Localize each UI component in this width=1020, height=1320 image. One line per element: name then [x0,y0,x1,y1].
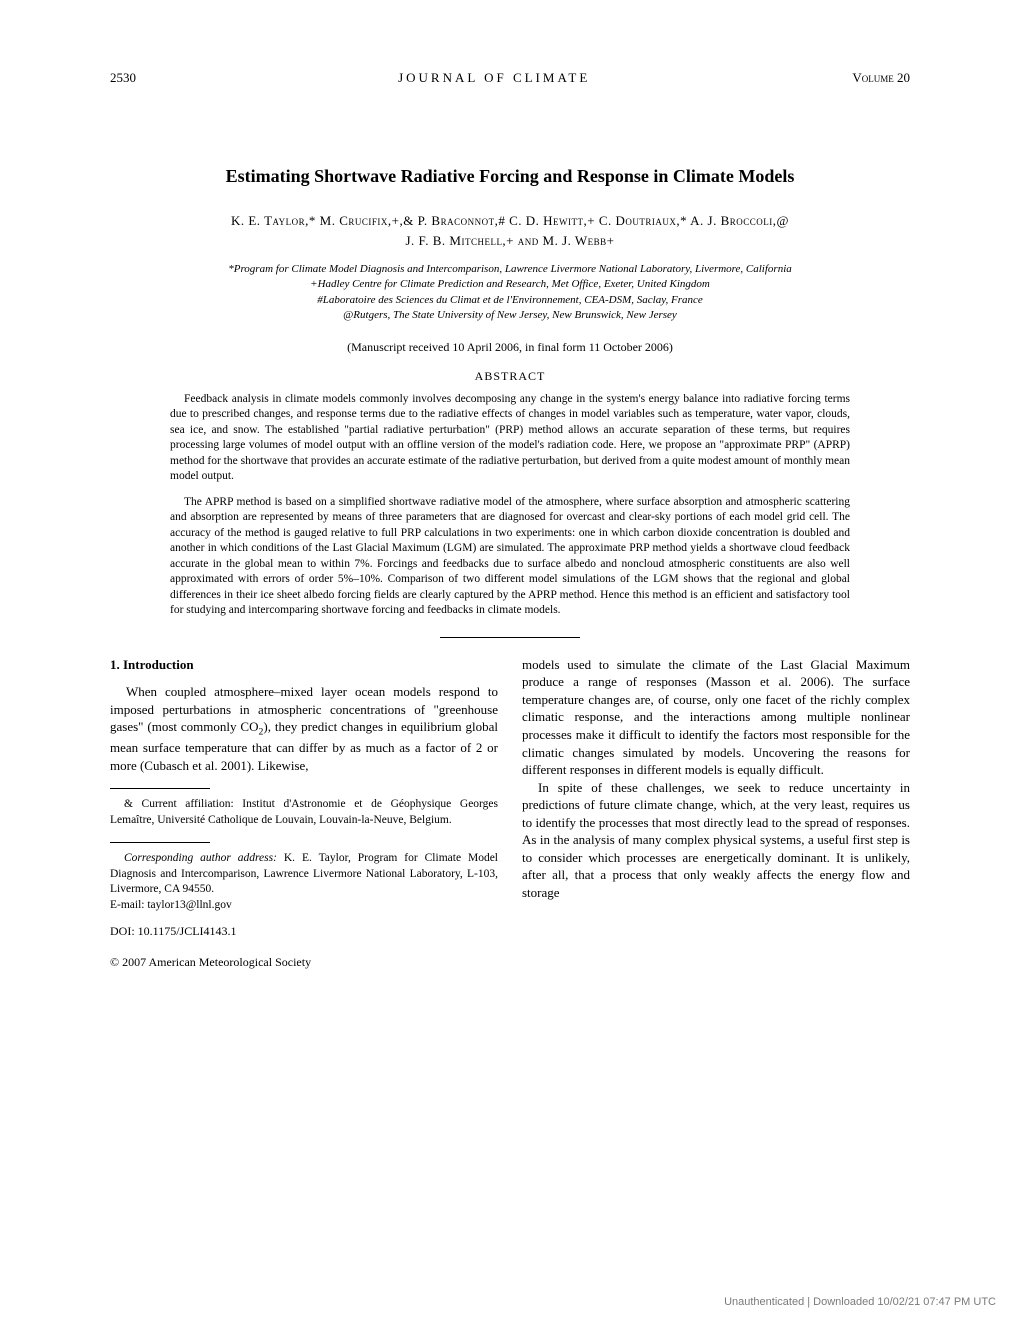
affiliation-2: +Hadley Centre for Climate Prediction an… [110,277,910,292]
body-paragraph: In spite of these challenges, we seek to… [522,779,910,902]
section-divider [440,637,580,638]
left-column: 1. Introduction When coupled atmosphere–… [110,656,498,970]
abstract-heading: ABSTRACT [110,369,910,384]
affiliations-block: *Program for Climate Model Diagnosis and… [110,262,910,324]
copyright-line: © 2007 American Meteorological Society [110,954,498,970]
affiliation-1: *Program for Climate Model Diagnosis and… [110,262,910,277]
article-title: Estimating Shortwave Radiative Forcing a… [110,166,910,187]
body-paragraph: models used to simulate the climate of t… [522,656,910,779]
abstract-paragraph-2: The APRP method is based on a simplified… [170,495,850,619]
section-1-heading: 1. Introduction [110,656,498,674]
abstract-paragraph-1: Feedback analysis in climate models comm… [170,392,850,485]
footnote-divider [110,842,210,843]
affiliation-3: #Laboratoire des Sciences du Climat et d… [110,293,910,308]
right-column: models used to simulate the climate of t… [522,656,910,970]
download-watermark: Unauthenticated | Downloaded 10/02/21 07… [724,1296,996,1308]
corresponding-email: E-mail: taylor13@llnl.gov [110,898,232,914]
two-column-body: 1. Introduction When coupled atmosphere–… [110,656,910,970]
doi-line: DOI: 10.1175/JCLI4143.1 [110,923,498,939]
manuscript-dates: (Manuscript received 10 April 2006, in f… [110,340,910,355]
body-paragraph: When coupled atmosphere–mixed layer ocea… [110,683,498,774]
page-number: 2530 [110,70,136,86]
footnote-divider [110,788,210,789]
journal-name: JOURNAL OF CLIMATE [136,70,852,86]
affiliation-4: @Rutgers, The State University of New Je… [110,308,910,323]
corresponding-author: Corresponding author address: K. E. Tayl… [110,851,498,913]
volume-label: Volume 20 [852,70,910,86]
running-head: 2530 JOURNAL OF CLIMATE Volume 20 [110,70,910,86]
footnote-current-affiliation: & Current affiliation: Institut d'Astron… [110,797,498,828]
authors-line-2: J. F. B. Mitchell,+ and M. J. Webb+ [110,231,910,251]
corresponding-label: Corresponding author address: [124,852,277,864]
authors-line-1: K. E. Taylor,* M. Crucifix,+,& P. Bracon… [110,211,910,231]
authors-block: K. E. Taylor,* M. Crucifix,+,& P. Bracon… [110,211,910,250]
